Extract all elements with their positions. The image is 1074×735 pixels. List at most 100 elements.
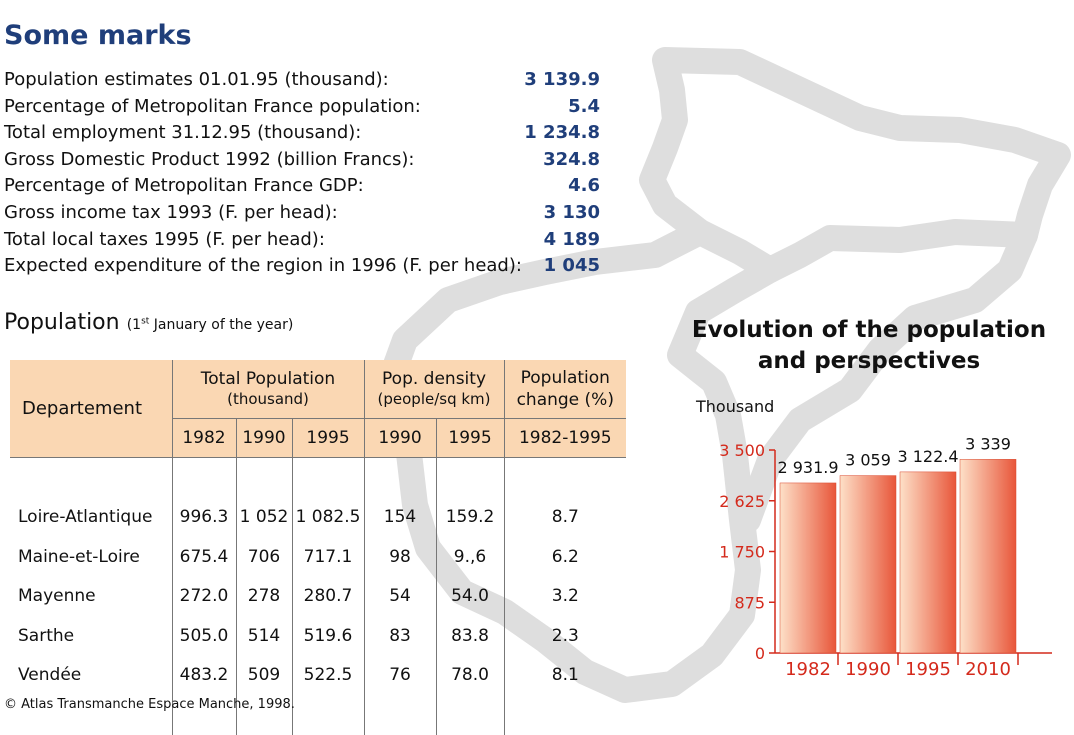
key-figure-label: Total local taxes 1995 (F. per head): <box>4 228 325 250</box>
table-cell: 8.7 <box>503 497 627 537</box>
table-cell: 154 <box>363 497 437 537</box>
table-row: Mayenne 272.0 278 280.7 54 54.0 3.2 <box>10 576 627 616</box>
bar-value-label: 2 931.9 <box>777 458 838 477</box>
table-cell: 1 052 <box>235 497 292 537</box>
column-group-pop-density: Pop. density (people/sq km) <box>363 360 505 419</box>
population-table: Departement Total Population (thousand) … <box>10 360 627 735</box>
total-population-unit: (thousand) <box>227 390 309 409</box>
key-figure-row: Total employment 31.12.95 (thousand): 1 … <box>4 120 600 147</box>
key-figures-list: Population estimates 01.01.95 (thousand)… <box>4 67 600 280</box>
table-row: Loire-Atlantique 996.3 1 052 1 082.5 154… <box>10 497 627 537</box>
column-group-population-change: Population change (%) <box>503 360 627 419</box>
table-cell: 3.2 <box>503 576 627 616</box>
column-group-total-population: Total Population (thousand) <box>171 360 365 419</box>
bar-value-label: 3 339 <box>965 434 1011 453</box>
key-figure-value: 1 234.8 <box>524 122 600 144</box>
table-cell: 483.2 <box>171 655 236 695</box>
map-outline-east <box>735 222 1038 533</box>
table-cell: 505.0 <box>171 616 236 656</box>
y-tick-label: 2 625 <box>719 492 765 511</box>
population-subtitle-end: January of the year) <box>149 317 294 333</box>
column-header-year: 1990 <box>235 418 292 458</box>
key-figure-row: Percentage of Metropolitan France GDP: 4… <box>4 173 600 200</box>
table-cell: 278 <box>235 576 292 616</box>
table-row: Maine-et-Loire 675.4 706 717.1 98 9.,6 6… <box>10 537 627 577</box>
key-figure-row: Gross income tax 1993 (F. per head): 3 1… <box>4 200 600 227</box>
x-tick-label: 2010 <box>965 659 1011 680</box>
table-cell: 76 <box>363 655 437 695</box>
page-title: Some marks <box>4 20 192 51</box>
population-subtitle: (1st January of the year) <box>126 316 294 333</box>
y-axis-label: Thousand <box>695 397 774 416</box>
departement-name: Vendée <box>18 665 82 686</box>
bar <box>839 475 897 654</box>
key-figure-label: Gross income tax 1993 (F. per head): <box>4 201 338 223</box>
y-tick-label: 1 750 <box>719 543 765 562</box>
table-cell: 2.3 <box>503 616 627 656</box>
table-cell: 280.7 <box>291 576 365 616</box>
departement-name: Sarthe <box>18 625 75 646</box>
table-cell: 54 <box>363 576 437 616</box>
table-cell: 519.6 <box>291 616 365 656</box>
y-tick-label: 875 <box>734 593 765 612</box>
key-figure-row: Total local taxes 1995 (F. per head): 4 … <box>4 227 600 254</box>
table-cell: 83.8 <box>435 616 505 656</box>
key-figure-value: 324.8 <box>543 148 600 170</box>
table-cell: 675.4 <box>171 537 236 577</box>
key-figure-label: Gross Domestic Product 1992 (billion Fra… <box>4 148 415 170</box>
key-figure-row: Percentage of Metropolitan France popula… <box>4 94 600 121</box>
x-tick-label: 1990 <box>845 659 891 680</box>
table-cell: 272.0 <box>171 576 236 616</box>
population-change-unit: change (%) <box>516 390 614 410</box>
total-population-title: Total Population <box>200 369 336 390</box>
key-figure-row: Expected expenditure of the region in 19… <box>4 253 600 280</box>
table-cell: 514 <box>235 616 292 656</box>
chart-title-line-1: Evolution of the population <box>691 317 1047 343</box>
y-tick-label: 0 <box>755 644 765 663</box>
column-header-year: 1982 <box>171 418 236 458</box>
x-tick-label: 1995 <box>905 659 951 680</box>
column-header-year: 1995 <box>435 418 505 458</box>
bar <box>899 471 957 654</box>
table-cell: 522.5 <box>291 655 365 695</box>
chart-title-line-2: and perspectives <box>757 348 981 374</box>
population-change-title: Population <box>520 367 610 388</box>
key-figure-label: Percentage of Metropolitan France GDP: <box>4 175 364 197</box>
y-tick-label: 3 500 <box>719 441 765 460</box>
column-header-year: 1990 <box>363 418 437 458</box>
population-title: Population <box>4 310 120 335</box>
chart-title: Evolution of the population and perspect… <box>686 315 1052 377</box>
bar-value-label: 3 059 <box>845 451 891 470</box>
pop-density-title: Pop. density <box>382 369 487 390</box>
table-cell: 83 <box>363 616 437 656</box>
table-cell: 6.2 <box>503 537 627 577</box>
table-cell: 9.,6 <box>435 537 505 577</box>
departement-name: Loire-Atlantique <box>18 507 153 528</box>
table-row: Sarthe 505.0 514 519.6 83 83.8 2.3 <box>10 616 627 656</box>
table-cell: 717.1 <box>291 537 365 577</box>
key-figure-label: Expected expenditure of the region in 19… <box>4 255 522 277</box>
bar <box>959 459 1017 654</box>
key-figure-value: 4.6 <box>568 175 600 197</box>
key-figure-value: 3 130 <box>543 201 600 223</box>
key-figure-label: Population estimates 01.01.95 (thousand)… <box>4 69 389 90</box>
table-cell: 78.0 <box>435 655 505 695</box>
key-figure-row: Gross Domestic Product 1992 (billion Fra… <box>4 147 600 174</box>
x-tick-label: 1982 <box>785 659 831 680</box>
table-cell: 98 <box>363 537 437 577</box>
table-cell: 54.0 <box>435 576 505 616</box>
table-cell: 1 082.5 <box>291 497 365 537</box>
copyright-notice: © Atlas Transmanche Espace Manche, 1998. <box>4 697 295 712</box>
population-bar-chart: Thousand 0 875 1 750 2 625 3 500 2 931.9 1982 3… <box>695 397 1052 680</box>
population-subtitle-start: (1 <box>126 317 142 333</box>
bar-value-label: 3 122.4 <box>897 447 958 466</box>
table-cell: 509 <box>235 655 292 695</box>
bar <box>779 482 837 654</box>
key-figure-value: 4 189 <box>543 228 600 250</box>
map-outline-north <box>639 47 1071 283</box>
key-figure-value: 1 045 <box>543 255 600 277</box>
key-figure-value: 3 139.9 <box>524 69 600 90</box>
departement-name: Maine-et-Loire <box>18 546 140 567</box>
population-subtitle-ordinal: st <box>141 316 150 327</box>
column-header-departement: Departement <box>10 360 172 458</box>
